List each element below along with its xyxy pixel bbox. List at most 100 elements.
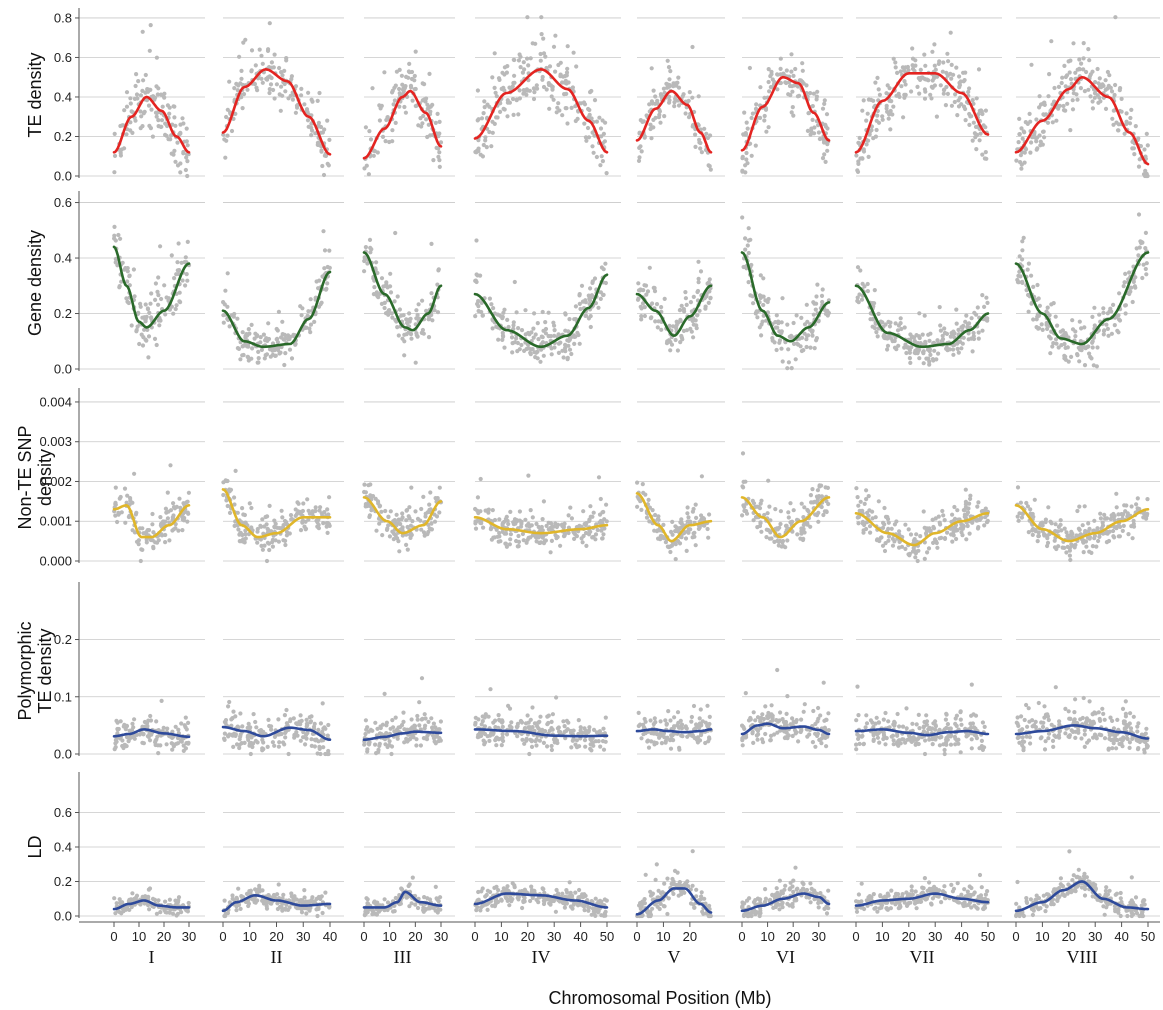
data-point [140, 343, 146, 348]
data-point [265, 540, 270, 545]
data-point [511, 112, 516, 117]
data-point [438, 719, 443, 724]
data-point [599, 528, 604, 533]
data-point [436, 146, 441, 151]
data-point [1043, 520, 1048, 525]
data-point [380, 134, 386, 139]
data-point [592, 133, 597, 138]
data-point [911, 546, 916, 551]
data-point [1050, 120, 1055, 125]
data-point [584, 543, 589, 549]
data-point [246, 721, 251, 727]
data-point [529, 744, 535, 750]
data-point [260, 61, 265, 66]
data-point [327, 265, 332, 270]
data-point [496, 713, 501, 718]
data-point [115, 720, 120, 725]
data-point [498, 109, 503, 114]
data-point [1029, 140, 1034, 145]
data-point [476, 304, 481, 309]
data-point [517, 347, 522, 352]
data-point [378, 724, 383, 729]
data-point [936, 514, 941, 519]
data-point [124, 724, 129, 729]
data-point [422, 712, 427, 717]
data-point [175, 260, 180, 265]
data-point [569, 351, 574, 357]
data-point [514, 336, 519, 341]
data-point [814, 338, 819, 343]
data-point [1119, 96, 1124, 101]
data-point [377, 103, 382, 108]
data-point [1062, 526, 1067, 531]
data-point [1032, 497, 1037, 502]
data-point [266, 47, 271, 52]
data-point [292, 732, 297, 738]
data-point [888, 127, 893, 132]
data-point [185, 239, 190, 244]
data-point [516, 58, 522, 63]
data-point [1030, 135, 1035, 140]
data-point [436, 267, 441, 272]
data-point [1015, 514, 1020, 519]
data-point [635, 480, 640, 485]
data-point [903, 342, 908, 347]
data-point [140, 315, 145, 320]
data-point [408, 331, 413, 336]
data-point [304, 107, 310, 112]
data-point [384, 731, 389, 736]
data-point [163, 506, 168, 511]
data-point [697, 137, 702, 142]
data-point [283, 730, 288, 736]
data-point [560, 80, 565, 85]
data-point [561, 355, 566, 360]
data-point [945, 91, 951, 96]
data-point [581, 509, 586, 514]
data-point [1124, 119, 1129, 124]
data-point [425, 733, 430, 739]
data-point [826, 501, 831, 507]
data-point [1141, 262, 1146, 267]
data-point [865, 281, 870, 287]
data-point [257, 47, 262, 52]
data-point [159, 296, 164, 302]
data-point [767, 89, 772, 94]
data-point [282, 332, 287, 337]
data-point [500, 732, 505, 737]
data-point [414, 308, 419, 313]
data-point [420, 327, 425, 333]
data-point [523, 308, 528, 313]
data-point [791, 73, 796, 78]
data-point [145, 327, 150, 332]
data-point [136, 79, 141, 84]
data-point [683, 290, 688, 295]
data-point [949, 76, 954, 81]
data-point [318, 505, 323, 510]
data-point [233, 111, 238, 116]
data-point [282, 337, 287, 342]
data-point [906, 552, 911, 557]
data-point [181, 501, 186, 506]
data-point [1125, 511, 1130, 516]
data-point [1063, 345, 1068, 350]
data-point [1080, 523, 1085, 528]
data-point [1115, 328, 1120, 333]
data-point [167, 105, 172, 110]
data-point [552, 328, 557, 333]
data-point [553, 69, 558, 74]
data-point [401, 710, 406, 715]
data-point [951, 347, 956, 352]
data-point [119, 279, 124, 284]
data-point [247, 743, 252, 748]
data-point [1121, 284, 1126, 289]
data-point [702, 126, 707, 131]
data-point [162, 95, 167, 100]
data-point [667, 94, 672, 99]
data-point [146, 334, 152, 339]
data-point [787, 334, 792, 339]
data-point [490, 326, 495, 331]
data-point [299, 93, 304, 98]
data-point [903, 92, 908, 97]
data-point [1107, 529, 1112, 534]
data-point [1082, 325, 1087, 330]
